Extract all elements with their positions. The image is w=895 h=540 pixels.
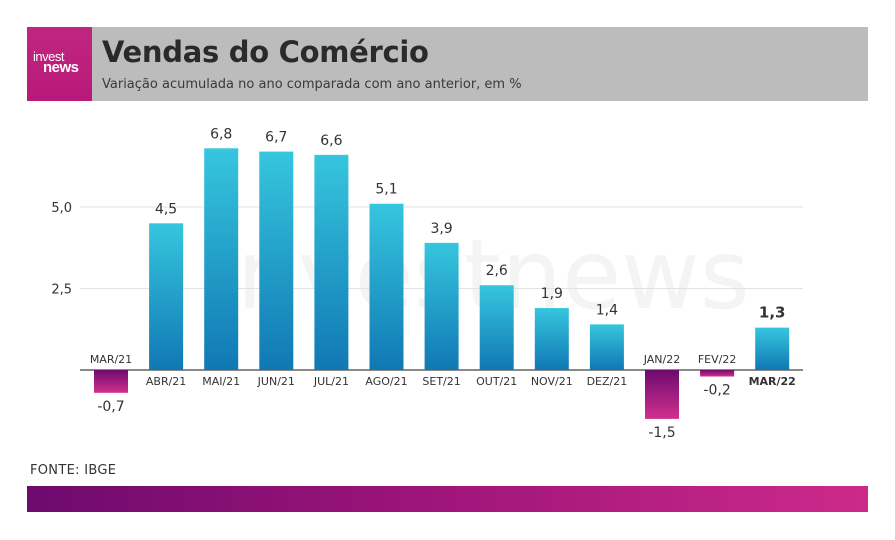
category-label: JUL/21 (313, 375, 349, 388)
bar (204, 148, 239, 370)
logo-line2: news (43, 59, 79, 76)
bar (424, 242, 459, 370)
bar (94, 370, 128, 393)
bar (259, 151, 294, 370)
value-label: 2,6 (486, 263, 508, 279)
value-label: 6,6 (320, 133, 342, 149)
chart-title: Vendas do Comércio (102, 35, 429, 69)
category-label: MAI/21 (202, 375, 240, 388)
value-label: 3,9 (430, 221, 452, 237)
value-label: 6,7 (265, 130, 287, 146)
value-label: -0,2 (703, 383, 730, 399)
value-label: 4,5 (155, 201, 177, 217)
category-label: ABR/21 (146, 375, 186, 388)
investnews-logo: invest news (27, 27, 92, 101)
bar (149, 223, 184, 370)
category-label: AGO/21 (365, 375, 407, 388)
source-note: FONTE: IBGE (30, 463, 117, 478)
bar (700, 370, 735, 377)
bar (534, 308, 569, 370)
bar (369, 203, 404, 370)
bar (755, 327, 790, 370)
footer-gradient-bar (27, 486, 868, 512)
category-label: MAR/21 (90, 353, 132, 366)
value-label: 1,3 (759, 304, 786, 322)
category-label: DEZ/21 (587, 375, 628, 388)
category-label: SET/21 (422, 375, 460, 388)
category-label: MAR/22 (749, 375, 796, 388)
category-label: NOV/21 (531, 375, 573, 388)
logo-line1: invest (33, 49, 64, 64)
category-label: JUN/21 (257, 375, 295, 388)
y-tick-label: 5,0 (51, 201, 72, 216)
bar (589, 324, 624, 370)
category-label: JAN/22 (643, 353, 681, 366)
value-label: 1,4 (596, 302, 618, 318)
bar (314, 154, 349, 370)
bar (479, 285, 514, 370)
chart-subtitle: Variação acumulada no ano comparada com … (102, 77, 522, 92)
value-label: 6,8 (210, 126, 232, 142)
value-label: -1,5 (648, 425, 675, 441)
value-label: 5,1 (375, 182, 397, 198)
chart-header: invest news Vendas do Comércio Variação … (27, 27, 868, 101)
value-label: -0,7 (97, 399, 124, 415)
bar (645, 370, 679, 419)
category-label: FEV/22 (698, 353, 737, 366)
category-label: OUT/21 (476, 375, 517, 388)
value-label: 1,9 (541, 286, 563, 302)
y-tick-label: 2,5 (51, 283, 72, 298)
